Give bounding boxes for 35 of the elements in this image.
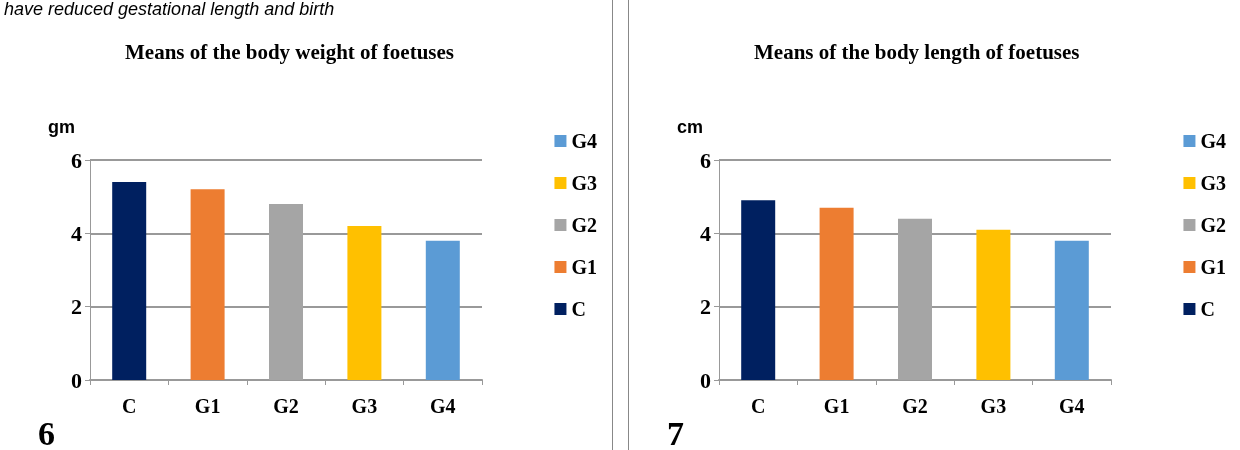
x-tick-label: G1 xyxy=(823,395,850,417)
legend-label: G3 xyxy=(1200,172,1227,194)
legend-label: G4 xyxy=(571,130,598,152)
y-tick-label: 0 xyxy=(71,367,82,393)
y-axis-title: cm xyxy=(677,117,704,137)
x-tick-label: G1 xyxy=(194,395,221,417)
x-tick-label: G4 xyxy=(430,395,456,417)
legend-label: G4 xyxy=(1200,130,1227,152)
legend-label: C xyxy=(571,298,586,320)
x-tick-label: G2 xyxy=(273,395,299,417)
x-tick-label: G2 xyxy=(902,395,928,417)
y-tick-label: 6 xyxy=(71,147,82,173)
legend-label: G1 xyxy=(571,256,598,278)
legend-label: G1 xyxy=(1200,256,1227,278)
y-tick-label: 0 xyxy=(700,367,711,393)
y-tick-label: 6 xyxy=(700,147,711,173)
x-tick-label: C xyxy=(121,395,137,417)
chart-title: Means of the body weight of foetuses xyxy=(125,39,454,64)
y-tick-label: 4 xyxy=(700,220,711,246)
y-tick-label: 2 xyxy=(700,294,711,320)
legend-label: G3 xyxy=(571,172,598,194)
x-tick-label: G3 xyxy=(980,395,1007,417)
text: have reduced gestational length and birth xyxy=(4,0,335,19)
legend-label: G2 xyxy=(1200,214,1227,236)
x-tick-label: C xyxy=(750,395,766,417)
legend-label: C xyxy=(1200,298,1215,320)
text: 6 xyxy=(38,414,55,450)
chart-title: Means of the body length of foetuses xyxy=(754,39,1080,64)
y-tick-label: 2 xyxy=(71,294,82,320)
x-tick-label: G4 xyxy=(1059,395,1085,417)
y-tick-label: 4 xyxy=(71,220,82,246)
legend-label: G2 xyxy=(571,214,598,236)
y-axis-title: gm xyxy=(48,117,75,137)
x-tick-label: G3 xyxy=(351,395,378,417)
text: 7 xyxy=(667,414,684,450)
